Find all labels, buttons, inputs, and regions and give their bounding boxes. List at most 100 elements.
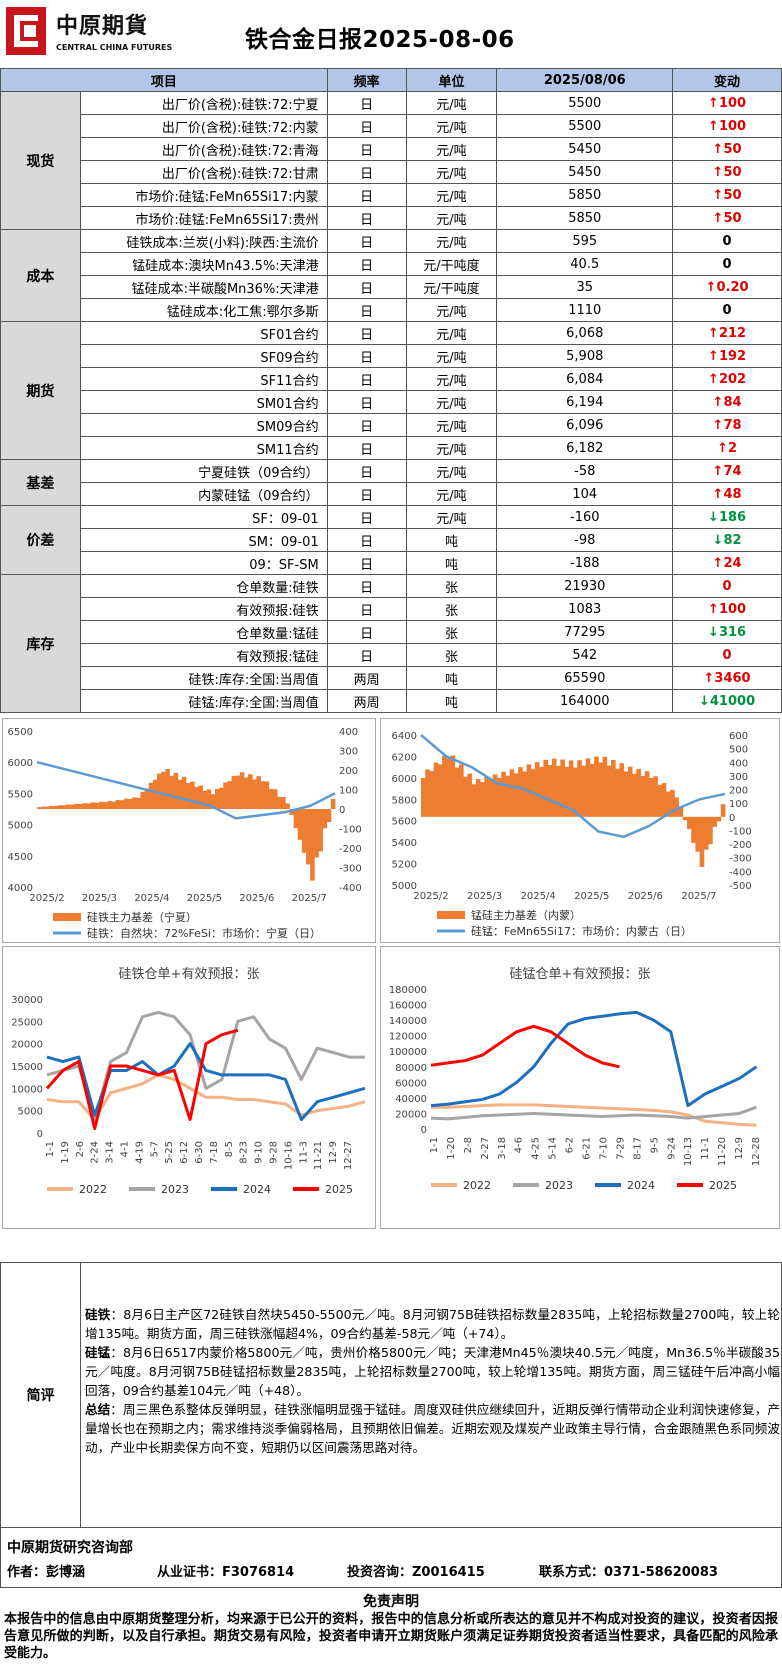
basis-bar <box>589 763 595 817</box>
chart-title: 硅锰仓单+有效预报：张 <box>509 967 651 982</box>
basis-bar <box>695 816 701 852</box>
basis-bar <box>682 816 688 821</box>
arrow-up-icon: ↑ <box>712 417 724 433</box>
basis-bar <box>463 776 468 817</box>
basis-bar <box>231 775 237 809</box>
commentary-silicomanganese: ：8月6日6517内蒙价格5800元／吨，贵州价格5800元／吨；天津港Mn45… <box>85 1345 780 1398</box>
y-tick-label: -100 <box>339 825 362 836</box>
table-row: 硅铁:库存:全国:当周值 两周吨 65590 ↑3460 <box>1 666 782 690</box>
change-value: 0 <box>722 256 732 272</box>
unit-cell: 张 <box>405 597 498 621</box>
table-row: 硅锰:库存:全国:当周值 两周吨 164000 ↓41000 <box>1 689 782 713</box>
basis-bar <box>239 772 245 809</box>
x-tick-label: 8-17 <box>632 1137 643 1160</box>
commentary-heading-silicomanganese: 硅锰 <box>85 1345 111 1360</box>
table-row: 市场价:硅锰:FeMn65Si17:贵州日元/吨 5850 ↑50 <box>1 206 782 230</box>
basis-bar <box>165 769 170 809</box>
item-cell: 市场价:硅锰:FeMn65Si17:内蒙 <box>79 183 328 207</box>
item-cell: 锰硅成本:半碳酸Mn36%:天津港 <box>79 275 328 299</box>
chart-title: 硅铁仓单+有效预报：张 <box>118 967 260 982</box>
basis-bar <box>65 804 71 809</box>
x-tick-label: 9-10 <box>254 1141 265 1164</box>
value-cell: 77295 <box>496 620 674 644</box>
x-tick-label: 2025/4 <box>521 891 556 902</box>
change-value: 212 <box>718 325 747 341</box>
x-tick-label: 11-3 <box>298 1141 309 1164</box>
value-cell: 6,096 <box>496 413 674 437</box>
basis-bar <box>37 807 42 809</box>
table-row: 期货 SF01合约日元/吨 6,068 ↑212 <box>0 321 782 460</box>
item-cell: 出厂价(含税):硅铁:72:青海 <box>79 137 328 161</box>
basis-bar <box>644 771 650 817</box>
basis-bar <box>619 763 625 817</box>
change-value: 50 <box>723 141 742 157</box>
chart-silicon-manganese-warehouse: 硅锰仓单+有效预报：张 180000 160000 140000 120000 1000… <box>380 946 780 1229</box>
basis-bar <box>107 801 112 809</box>
arrow-up-icon: ↑ <box>712 555 724 571</box>
basis-bar <box>649 777 654 817</box>
y-tick-label: 120000 <box>389 1032 427 1043</box>
legend-label: 2024 <box>243 1183 271 1196</box>
basis-bar <box>687 816 692 829</box>
y-tick-label: 200 <box>339 766 358 777</box>
unit-cell: 元/吨 <box>405 482 498 506</box>
x-tick-label: 12-9 <box>328 1141 339 1164</box>
item-cell: 出厂价(含税):硅铁:72:甘肃 <box>79 160 328 184</box>
arrow-up-icon: ↑ <box>712 394 724 410</box>
change-value: 192 <box>718 348 747 364</box>
basis-bar <box>703 816 709 850</box>
unit-cell: 元/吨 <box>405 321 498 345</box>
frequency-cell: 日 <box>326 298 407 322</box>
change-value: 3460 <box>714 670 751 686</box>
unit-cell: 吨 <box>405 689 498 713</box>
basis-bar <box>194 786 199 809</box>
basis-bar <box>148 782 154 809</box>
x-tick-label: 4-25 <box>531 1137 542 1160</box>
disclaimer-text: 本报告中的信息由中原期货整理分析，均来源于已公开的资料，报告中的信息分析或所表达… <box>4 1612 778 1661</box>
change-cell: ↓41000 <box>672 689 782 713</box>
change-cell: ↑2 <box>672 436 782 460</box>
basis-bar <box>568 760 574 817</box>
change-cell: 0 <box>672 574 782 598</box>
y-tick-label: 400 <box>729 758 748 769</box>
basis-bar <box>598 762 603 817</box>
frequency-cell: 日 <box>326 367 407 391</box>
x-tick-label: 2025/3 <box>82 893 117 904</box>
legend-label: 锰硅主力基差（内蒙） <box>471 908 581 922</box>
basis-bar <box>289 809 295 816</box>
basis-bar <box>497 777 502 817</box>
basis-bar <box>169 775 174 809</box>
x-tick-label: 2-8 <box>463 1137 474 1153</box>
item-cell: 宁夏硅铁（09合约） <box>79 459 328 483</box>
y-tick-label: 600 <box>729 731 748 742</box>
basis-bar <box>716 816 722 822</box>
x-tick-label: 2025/2 <box>29 893 64 904</box>
unit-cell: 元/吨 <box>405 505 498 529</box>
basis-bar <box>132 797 137 809</box>
basis-bar <box>577 760 582 817</box>
y-tick-label: 0 <box>729 813 735 824</box>
basis-bar <box>157 773 162 809</box>
basis-bar <box>535 762 540 817</box>
arrow-up-icon: ↑ <box>708 601 719 617</box>
x-tick-label: 8-23 <box>239 1141 250 1164</box>
x-tick-label: 12-9 <box>734 1137 745 1160</box>
chart-silicon-iron-warehouse: 硅铁仓单+有效预报：张 30000 25000 20000 15000 10000 500… <box>2 946 376 1229</box>
value-cell: 65590 <box>496 666 674 690</box>
category-cell: 价差 <box>0 505 81 575</box>
y-tick-label: -200 <box>729 840 752 851</box>
basis-bar <box>70 804 75 809</box>
x-tick-label: 2025/7 <box>292 893 327 904</box>
change-cell: ↑50 <box>672 183 782 207</box>
unit-cell: 吨 <box>405 551 498 575</box>
basis-bar <box>74 803 79 809</box>
basis-bar <box>488 779 494 817</box>
item-cell: SM09合约 <box>79 413 328 437</box>
change-cell: ↑100 <box>672 91 782 115</box>
change-value: 50 <box>723 187 742 203</box>
y-tick-label: 6000 <box>392 774 417 785</box>
basis-bar <box>260 781 266 809</box>
arrow-down-icon: ↓ <box>712 532 724 548</box>
y-tick-label: 0 <box>339 805 345 816</box>
table-row: 有效预报:锰硅日张 542 0 <box>1 643 782 667</box>
